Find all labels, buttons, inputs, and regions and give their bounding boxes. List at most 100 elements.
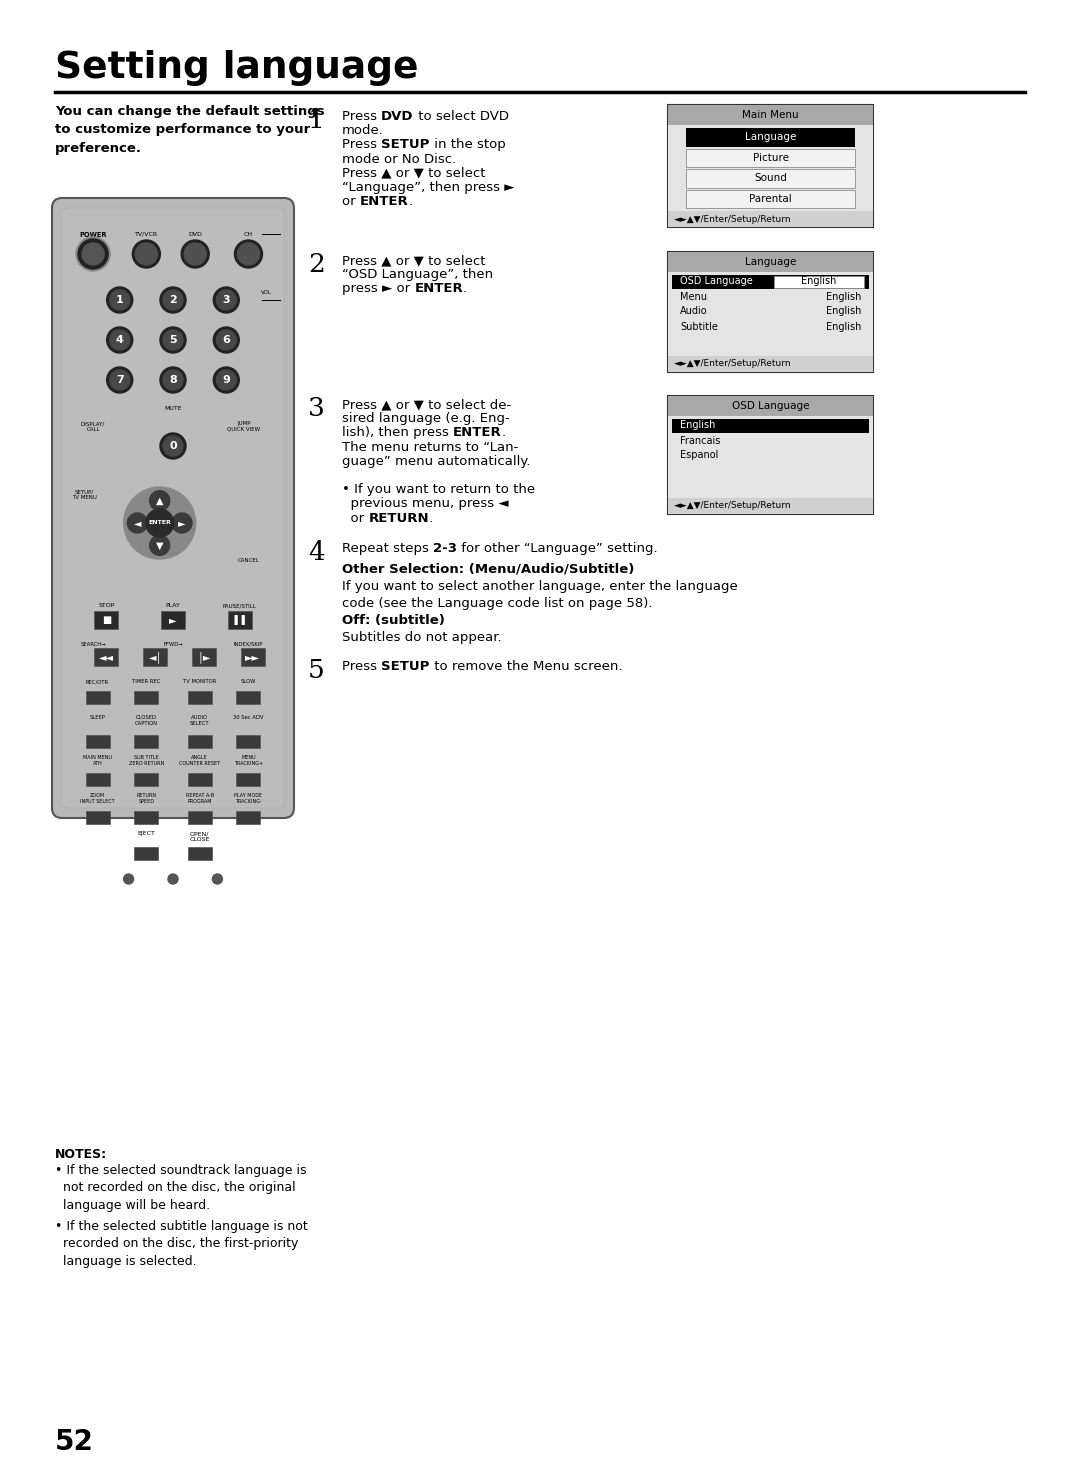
Text: 8: 8	[170, 375, 177, 385]
Text: 9: 9	[222, 375, 230, 385]
Text: DISPLAY/
CALL: DISPLAY/ CALL	[81, 421, 105, 432]
Circle shape	[160, 432, 186, 459]
Text: 4: 4	[308, 540, 325, 565]
Text: 0: 0	[170, 441, 177, 452]
Text: Parental: Parental	[750, 193, 792, 204]
Circle shape	[216, 370, 237, 390]
Bar	[686, 149, 855, 167]
Text: PLAY MODE
TRACKING-: PLAY MODE TRACKING-	[234, 793, 262, 804]
Text: TIMER REC: TIMER REC	[132, 679, 161, 683]
Text: NOTES:: NOTES:	[55, 1148, 107, 1162]
Text: CANCEL: CANCEL	[238, 558, 259, 564]
Circle shape	[163, 435, 183, 456]
Text: English: English	[801, 276, 837, 286]
Circle shape	[150, 536, 170, 555]
Text: ENTER: ENTER	[148, 521, 171, 525]
Text: ❚❚: ❚❚	[231, 615, 247, 624]
Text: STOP: STOP	[98, 604, 114, 608]
Text: • If the selected soundtrack language is
  not recorded on the disc, the origina: • If the selected soundtrack language is…	[55, 1165, 307, 1212]
Text: SETUP/
TV MENU: SETUP/ TV MENU	[71, 490, 96, 500]
Text: English: English	[825, 307, 861, 316]
Text: ◄│: ◄│	[149, 651, 162, 663]
Text: SETUP: SETUP	[381, 139, 430, 152]
Text: 7: 7	[116, 375, 123, 385]
Text: MENU
TRACKING+: MENU TRACKING+	[234, 756, 264, 766]
Text: Press ▲ or ▼ to select de-: Press ▲ or ▼ to select de-	[342, 399, 511, 410]
Circle shape	[133, 241, 160, 269]
Circle shape	[213, 874, 222, 884]
Text: ►: ►	[178, 518, 186, 528]
Text: lish), then press: lish), then press	[342, 427, 454, 440]
Bar	[94, 611, 119, 629]
Text: EJECT: EJECT	[137, 831, 156, 835]
Bar	[669, 356, 873, 372]
Text: 3: 3	[308, 396, 325, 421]
Text: English: English	[680, 421, 715, 431]
Text: sired language (e.g. Eng-: sired language (e.g. Eng-	[342, 412, 510, 425]
Text: to select DVD: to select DVD	[414, 111, 509, 123]
Circle shape	[234, 241, 262, 269]
Text: ▲: ▲	[156, 496, 163, 506]
Text: • If the selected subtitle language is not
  recorded on the disc, the first-pri: • If the selected subtitle language is n…	[55, 1221, 308, 1268]
Circle shape	[163, 370, 183, 390]
Text: 1: 1	[116, 295, 123, 306]
Bar	[188, 691, 212, 704]
Bar	[228, 611, 252, 629]
Text: CH: CH	[244, 232, 253, 238]
Text: Espanol: Espanol	[680, 450, 718, 461]
Text: VOL: VOL	[260, 289, 272, 295]
Text: Audio: Audio	[680, 307, 707, 316]
Text: or: or	[342, 195, 360, 208]
Text: ■: ■	[102, 615, 111, 624]
Bar	[774, 276, 864, 288]
Circle shape	[238, 244, 259, 266]
Text: DVD: DVD	[188, 232, 202, 238]
Bar	[237, 691, 260, 704]
Text: “OSD Language”, then: “OSD Language”, then	[342, 269, 494, 282]
Bar	[669, 396, 873, 416]
Bar	[192, 648, 216, 666]
Text: or: or	[342, 512, 368, 524]
Bar	[134, 735, 159, 748]
Text: REPEAT A-B
PROGRAM: REPEAT A-B PROGRAM	[186, 793, 214, 804]
Circle shape	[123, 874, 134, 884]
Bar	[161, 611, 185, 629]
Text: RETURN
SPEED: RETURN SPEED	[136, 793, 157, 804]
Text: 5: 5	[308, 658, 325, 683]
Circle shape	[107, 328, 133, 353]
Bar	[669, 105, 873, 227]
Text: ◄►▲▼/Enter/Setup/Return: ◄►▲▼/Enter/Setup/Return	[674, 360, 792, 369]
Bar	[134, 773, 159, 787]
Text: 3: 3	[222, 295, 230, 306]
Bar	[237, 773, 260, 787]
Text: in the stop: in the stop	[430, 139, 505, 152]
Text: for other “Language” setting.: for other “Language” setting.	[457, 542, 658, 555]
Text: SETUP: SETUP	[381, 660, 430, 673]
Text: ►: ►	[170, 615, 177, 624]
Circle shape	[107, 286, 133, 313]
Text: OSD Language: OSD Language	[680, 276, 753, 286]
Text: │►: │►	[198, 651, 211, 663]
Text: 2: 2	[308, 252, 325, 277]
Text: Picture: Picture	[753, 152, 788, 162]
Bar	[94, 648, 119, 666]
Circle shape	[216, 289, 237, 310]
Text: .: .	[408, 195, 413, 208]
Text: POWER: POWER	[79, 232, 107, 238]
Text: previous menu, press ◄: previous menu, press ◄	[342, 497, 509, 511]
FancyBboxPatch shape	[62, 208, 284, 807]
Text: 2-3: 2-3	[433, 542, 457, 555]
Circle shape	[124, 487, 195, 559]
Circle shape	[107, 368, 133, 393]
Bar	[686, 168, 855, 187]
Circle shape	[172, 514, 192, 533]
Text: 1: 1	[308, 108, 325, 133]
Text: .: .	[429, 512, 433, 524]
Circle shape	[160, 368, 186, 393]
Text: Off: (subtitle): Off: (subtitle)	[342, 614, 445, 627]
Circle shape	[185, 244, 206, 266]
Bar	[85, 773, 109, 787]
Text: .: .	[502, 427, 507, 440]
Text: PLAY: PLAY	[165, 604, 180, 608]
Text: Language: Language	[745, 257, 796, 267]
